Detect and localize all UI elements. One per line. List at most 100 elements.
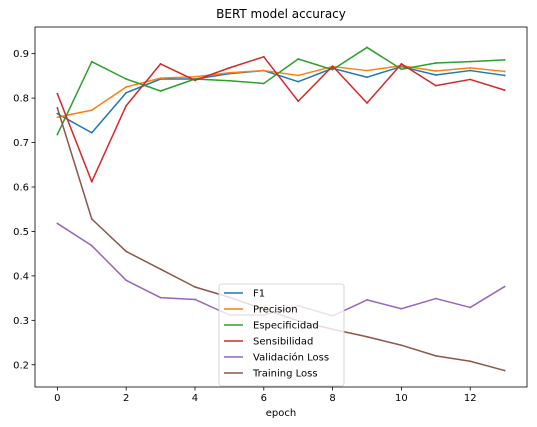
data-point-especificidad xyxy=(262,82,265,85)
data-point-especificidad xyxy=(159,90,162,92)
y-tick-label: 0.7 xyxy=(13,138,29,149)
x-tick-label: 6 xyxy=(261,393,267,404)
legend-label: Training Loss xyxy=(252,369,318,380)
data-point-especificidad xyxy=(56,133,59,136)
x-tick-label: 12 xyxy=(464,393,477,404)
data-point-precision xyxy=(297,74,300,77)
y-tick-label: 0.5 xyxy=(13,227,29,238)
data-point-training-loss xyxy=(90,218,93,220)
legend-label: Precision xyxy=(253,305,298,316)
data-point-sensibilidad xyxy=(125,104,128,107)
data-point-sensibilidad xyxy=(56,92,59,95)
legend: F1 Precision Especificidad Sensibilidad Vali… xyxy=(218,283,345,387)
data-point-precision xyxy=(262,69,265,72)
data-point-sensibilidad xyxy=(228,66,231,69)
data-point-training-loss xyxy=(125,250,128,253)
y-tick-label: 0.4 xyxy=(13,271,29,282)
data-point-training-loss xyxy=(469,360,472,363)
data-point-f1 xyxy=(434,74,437,76)
data-point-f1 xyxy=(125,91,128,94)
data-point-precision xyxy=(56,116,59,119)
data-point-validacion-loss xyxy=(56,222,59,225)
data-point-f1 xyxy=(366,76,368,79)
data-point-precision xyxy=(366,69,368,72)
data-point-sensibilidad xyxy=(366,102,368,104)
data-point-sensibilidad xyxy=(159,62,162,65)
data-point-f1 xyxy=(56,112,59,115)
data-point-validacion-loss xyxy=(90,244,93,247)
legend-label: Sensibilidad xyxy=(253,337,313,348)
data-point-f1 xyxy=(90,131,93,134)
data-point-training-loss xyxy=(434,354,437,357)
y-tick-label: 0.6 xyxy=(13,183,29,194)
data-point-especificidad xyxy=(90,60,93,63)
data-point-precision xyxy=(159,77,162,80)
legend-box xyxy=(218,283,345,387)
data-point-precision xyxy=(90,109,93,112)
data-point-sensibilidad xyxy=(90,180,93,183)
data-point-precision xyxy=(434,70,437,72)
data-point-sensibilidad xyxy=(262,55,265,58)
x-axis-ticks: 0 2 4 6 8 10 12 xyxy=(54,387,477,404)
data-point-validacion-loss xyxy=(194,298,196,301)
data-point-precision xyxy=(194,75,196,78)
data-point-training-loss xyxy=(503,369,506,372)
y-tick-label: 0.8 xyxy=(13,94,29,105)
series-line-sensibilidad xyxy=(56,56,505,183)
data-point-training-loss xyxy=(366,335,368,338)
data-point-sensibilidad xyxy=(297,100,300,103)
data-point-especificidad xyxy=(366,46,368,49)
data-point-precision xyxy=(503,70,506,73)
legend-label: F1 xyxy=(253,289,265,300)
chart-title: BERT model accuracy xyxy=(216,7,346,21)
data-point-training-loss xyxy=(194,286,196,288)
data-point-sensibilidad xyxy=(400,62,403,65)
data-point-especificidad xyxy=(331,68,334,71)
series-line-especificidad xyxy=(56,46,505,135)
data-point-validacion-loss xyxy=(159,296,162,299)
data-point-especificidad xyxy=(434,62,437,64)
data-point-f1 xyxy=(503,74,506,77)
data-point-precision xyxy=(125,86,128,88)
series-line-f1 xyxy=(56,65,505,134)
x-tick-label: 0 xyxy=(54,393,60,404)
data-point-validacion-loss xyxy=(434,297,437,300)
data-point-precision xyxy=(228,71,231,74)
plot-frame xyxy=(34,26,528,388)
data-point-validacion-loss xyxy=(469,306,472,309)
y-axis-ticks: 0.2 0.3 0.4 0.5 0.6 0.7 0.8 0.9 xyxy=(13,49,35,371)
data-point-training-loss xyxy=(400,344,403,347)
y-tick-label: 0.2 xyxy=(13,360,29,371)
data-point-training-loss xyxy=(56,106,59,109)
data-point-f1 xyxy=(297,80,300,83)
data-point-f1 xyxy=(469,69,472,72)
x-tick-label: 8 xyxy=(329,393,335,404)
y-tick-label: 0.3 xyxy=(13,316,29,327)
data-point-especificidad xyxy=(469,60,472,63)
legend-label: Especificidad xyxy=(253,321,319,332)
data-point-validacion-loss xyxy=(366,298,368,301)
data-point-especificidad xyxy=(503,58,506,61)
x-axis-label: epoch xyxy=(266,408,296,419)
data-point-training-loss xyxy=(159,268,162,271)
y-tick-label: 0.9 xyxy=(13,49,29,60)
data-point-precision xyxy=(469,66,472,69)
series-line-precision xyxy=(57,64,505,118)
data-point-validacion-loss xyxy=(125,279,128,282)
data-point-sensibilidad xyxy=(331,65,334,68)
data-point-sensibilidad xyxy=(194,79,196,82)
x-tick-label: 4 xyxy=(192,393,198,404)
data-point-validacion-loss xyxy=(400,307,403,310)
data-point-validacion-loss xyxy=(503,285,506,288)
data-point-especificidad xyxy=(297,58,300,60)
x-tick-label: 2 xyxy=(123,393,129,404)
data-point-sensibilidad xyxy=(503,89,506,92)
data-point-especificidad xyxy=(400,68,403,71)
x-tick-label: 10 xyxy=(395,393,408,404)
data-point-especificidad xyxy=(228,79,231,82)
data-point-sensibilidad xyxy=(469,78,472,81)
legend-label: Validación Loss xyxy=(253,352,329,364)
data-point-sensibilidad xyxy=(434,84,437,87)
